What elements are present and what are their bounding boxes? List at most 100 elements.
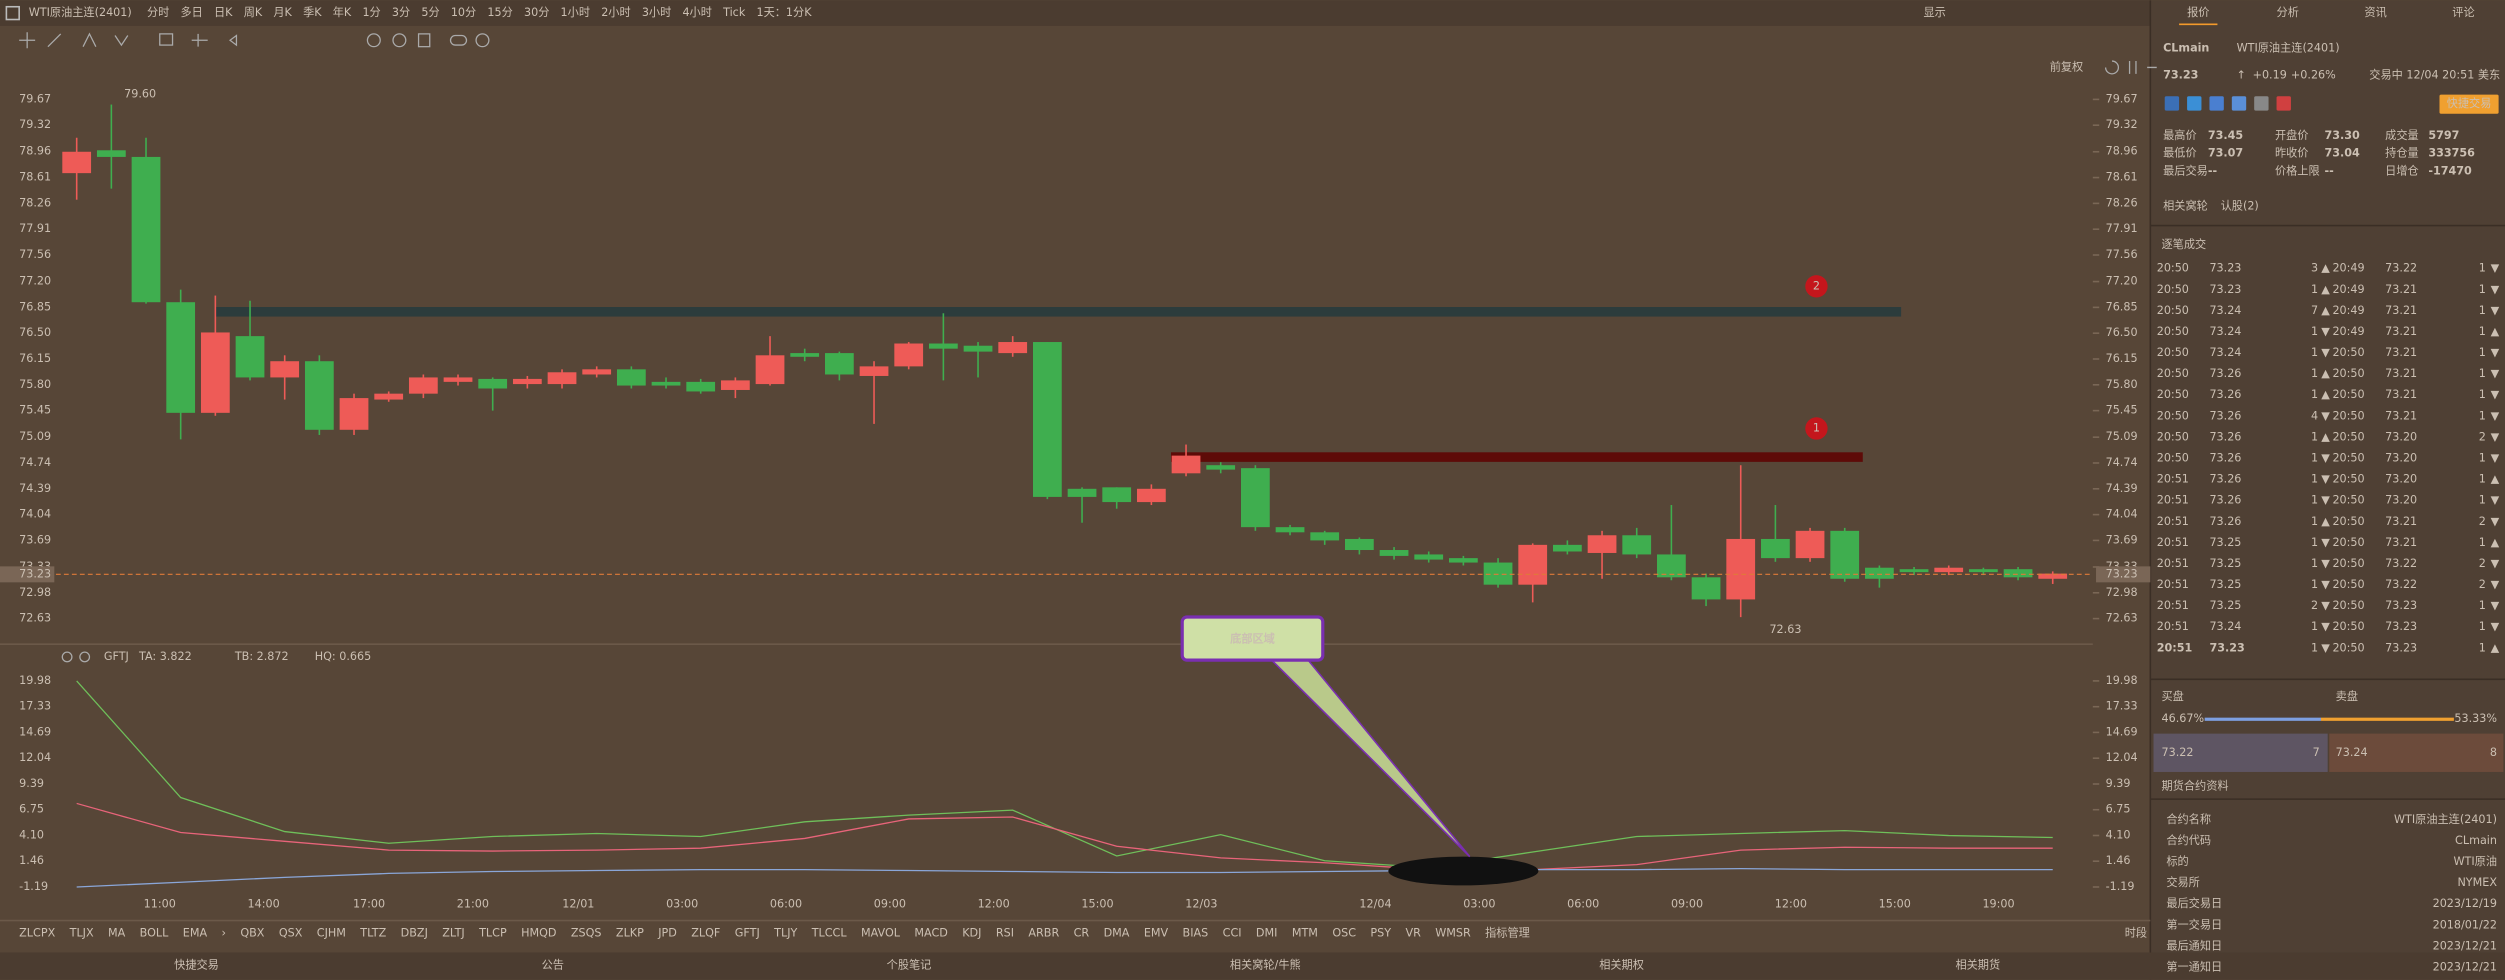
y-tick-label-right: 72.63 [2106, 612, 2138, 625]
indicator-tab[interactable]: TLCCL [811, 926, 848, 939]
period-tab[interactable]: Tick [722, 6, 746, 19]
feature-icon[interactable] [2209, 96, 2224, 111]
tool-fib[interactable] [191, 33, 208, 47]
display-menu[interactable]: 显示 [1923, 6, 1945, 19]
indicator-settings[interactable] [61, 651, 73, 663]
period-tab[interactable]: 1小时 [561, 6, 590, 19]
tool-clock[interactable] [392, 33, 407, 48]
tool-channel[interactable] [82, 32, 97, 47]
tool-settings[interactable] [475, 33, 490, 48]
indicator-tab[interactable]: HMQD [521, 926, 556, 939]
indicator-close[interactable] [79, 651, 91, 663]
indicator-tab[interactable]: OSC [1332, 926, 1356, 939]
tool-line[interactable] [47, 33, 62, 48]
bottom-tab[interactable]: 公告 [542, 958, 564, 971]
feature-icon[interactable] [2187, 96, 2202, 111]
indicator-tab[interactable]: MA [108, 926, 126, 939]
session-button[interactable]: 时段 [2125, 925, 2147, 939]
period-tab[interactable]: 15分 [487, 6, 512, 19]
period-tab[interactable]: 30分 [524, 6, 549, 19]
indicator-tab[interactable]: MACD [914, 926, 947, 939]
bottom-tab[interactable]: 相关窝轮/牛熊 [1230, 957, 1301, 971]
tool-delete[interactable] [417, 33, 431, 48]
period-tab[interactable]: 日K [214, 6, 233, 19]
indicator-tab[interactable]: EMA [183, 926, 208, 939]
panel-tab[interactable]: 分析 [2277, 5, 2299, 19]
panel-tab[interactable]: 报价 [2187, 5, 2209, 19]
indicator-tab[interactable]: GFTJ [735, 926, 760, 939]
tool-circle[interactable] [366, 33, 381, 48]
indicator-tab[interactable]: QBX [240, 926, 264, 939]
period-tab[interactable]: 季K [303, 6, 322, 19]
indicator-tab[interactable]: JPD [657, 926, 677, 939]
related-link[interactable]: 相关窝轮 [2163, 198, 2208, 212]
panel-tab[interactable]: 评论 [2452, 5, 2474, 19]
bottom-tab[interactable]: 快捷交易 [174, 957, 219, 971]
indicator-tab[interactable]: › [221, 926, 225, 939]
period-tab[interactable]: 多日 [181, 5, 203, 19]
period-tab[interactable]: 月K [273, 6, 292, 19]
indicator-tab[interactable]: BOLL [140, 926, 169, 939]
period-tab[interactable]: 10分 [451, 6, 476, 19]
period-tab[interactable]: 2小时 [601, 6, 630, 19]
period-tab[interactable]: 5分 [421, 6, 439, 19]
indicator-tab[interactable]: RSI [996, 926, 1014, 939]
indicator-tab[interactable]: TLJY [773, 926, 797, 939]
indicator-tab[interactable]: 指标管理 [1485, 925, 1530, 939]
indicator-tab[interactable]: BIAS [1183, 926, 1209, 939]
period-tab[interactable]: 年K [333, 5, 352, 19]
indicator-tab[interactable]: ZLCPX [19, 926, 55, 939]
related-link[interactable]: 认股(2) [2221, 199, 2259, 212]
trade-dir: ▼ [2321, 452, 2330, 465]
period-tab[interactable]: 1分 [362, 6, 380, 19]
indicator-tab[interactable]: PSY [1370, 926, 1391, 939]
bottom-tab[interactable]: 相关期货 [1955, 957, 2000, 971]
bottom-tab[interactable]: 相关期权 [1599, 957, 1644, 971]
panel-tab[interactable]: 资讯 [2364, 6, 2386, 19]
tool-rect[interactable] [159, 33, 174, 46]
period-tab[interactable]: 分时 [147, 6, 169, 19]
tool-arrow[interactable] [228, 34, 238, 47]
indicator-tab[interactable]: QSX [279, 926, 303, 939]
indicator-tab[interactable]: DBZJ [401, 926, 428, 939]
indicator-tab[interactable]: EMV [1144, 926, 1169, 939]
feature-icon[interactable] [2231, 96, 2247, 111]
indicator-tab[interactable]: DMI [1256, 926, 1278, 939]
indicator-tab[interactable]: ZLKP [616, 926, 644, 939]
indicator-tab[interactable]: ZLQF [691, 926, 720, 939]
chart-controls[interactable] [2104, 60, 2157, 75]
feature-icon[interactable] [2254, 96, 2269, 111]
indicator-tab[interactable]: TLTZ [359, 926, 386, 939]
indicator-tab[interactable]: CR [1074, 926, 1090, 939]
indicator-tab[interactable]: WMSR [1435, 926, 1471, 939]
indicator-tab[interactable]: CJHM [317, 926, 346, 939]
period-tab[interactable]: 1天：1分K [756, 6, 812, 19]
menu-icon[interactable] [5, 5, 20, 21]
indicator-tab[interactable]: ZSQS [571, 926, 602, 939]
tool-link[interactable] [449, 34, 468, 46]
bottom-tab[interactable]: 个股笔记 [887, 957, 932, 971]
indicator-tab[interactable]: MAVOL [861, 926, 901, 939]
indicator-tab[interactable]: TLCP [478, 926, 507, 939]
indicator-tab[interactable]: KDJ [962, 926, 981, 939]
level-marker[interactable] [1805, 275, 1828, 298]
indicator-tab[interactable]: MTM [1292, 926, 1318, 939]
indicator-tab[interactable]: ZLTJ [442, 926, 464, 939]
indicator-tab[interactable]: ARBR [1028, 926, 1059, 939]
period-tab[interactable]: 3分 [392, 6, 410, 19]
period-tab[interactable]: 3小时 [642, 6, 671, 19]
indicator-tab[interactable]: CCI [1223, 926, 1242, 939]
period-tab[interactable]: 周K [244, 6, 263, 19]
level-marker[interactable] [1805, 417, 1828, 440]
contract-label: 标的 [2166, 854, 2188, 868]
tool-wave[interactable] [114, 35, 129, 47]
indicator-tab[interactable]: VR [1405, 926, 1421, 939]
tool-cross[interactable] [19, 32, 36, 49]
feature-icon[interactable] [2164, 96, 2180, 111]
indicator-tab[interactable]: TLJX [69, 926, 94, 939]
feature-icon[interactable] [2276, 96, 2291, 111]
trade-button[interactable] [2439, 94, 2499, 114]
period-tab[interactable]: 4小时 [682, 6, 711, 19]
indicator-tab[interactable]: DMA [1104, 926, 1130, 939]
